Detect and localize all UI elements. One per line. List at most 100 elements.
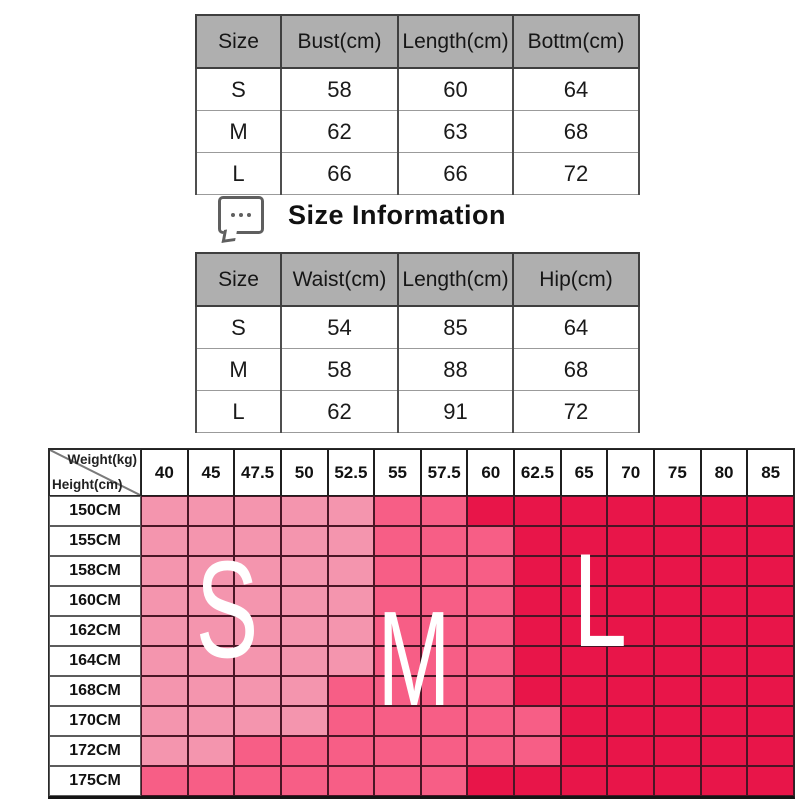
weight-tick: 80 [700,449,748,496]
weight-tick: 60 [467,449,515,496]
size-zone-cell-l [607,496,655,526]
size-zone-cell-m [420,676,468,706]
size-zone-cell-s [234,586,281,616]
weight-tick: 47.5 [234,449,281,496]
size-zone-cell-l [514,646,561,676]
size-zone-cell-s [280,526,328,556]
size-label: L [195,390,282,433]
size-zone-cell-s [280,646,328,676]
size-zone-cell-s [280,616,328,646]
size-zone-cell-s [187,616,235,646]
weight-tick: 55 [374,449,421,496]
table-row: L 66 66 72 [195,152,640,195]
measurement-value: 64 [512,68,640,111]
size-zone-cell-l [607,646,655,676]
size-zone-cell-m [467,616,515,646]
size-zone-cell-s [234,496,281,526]
size-zone-letter-m: M [377,583,451,734]
size-zone-cell-m [420,526,468,556]
table-row: M 62 63 68 [195,110,640,153]
measurement-value: 64 [512,306,640,349]
weight-tick: 62.5 [514,449,561,496]
size-zone-cell-s [141,556,188,586]
size-zone-cell-m [327,766,375,796]
size-zone-cell-l [700,646,748,676]
size-zone-cell-m [467,736,515,766]
size-zone-cell-l [560,736,608,766]
ellipsis-dots-icon [231,213,235,217]
size-zone-cell-m [374,766,421,796]
size-zone-cell-l [560,616,608,646]
size-zone-cell-l [514,496,561,526]
size-zone-cell-s [187,646,235,676]
height-tick: 155CM [49,526,141,556]
size-zone-cell-l [654,586,701,616]
size-zone-cell-s [141,706,188,736]
size-zone-cell-l [700,556,748,586]
size-zone-cell-l [514,616,561,646]
size-zone-cell-m [234,766,281,796]
size-zone-cell-l [654,616,701,646]
size-zone-cell-s [280,496,328,526]
size-zone-cell-l [607,676,655,706]
weight-tick: 57.5 [420,449,468,496]
size-zone-cell-l [607,706,655,736]
size-zone-cell-l [607,526,655,556]
size-zone-cell-l [700,526,748,556]
size-zone-cell-s [280,676,328,706]
size-zone-letter-l: L [573,527,627,675]
size-zone-cell-l [747,766,794,796]
size-zone-cell-l [654,526,701,556]
column-header: Bottm(cm) [512,14,640,69]
size-zone-cell-m [374,676,421,706]
height-tick: 158CM [49,556,141,586]
size-information-heading: Size Information [218,192,506,238]
chart-corner-cell: Weight(kg) Height(cm) [49,449,141,496]
size-zone-cell-m [420,646,468,676]
weight-axis-label: Weight(kg) [67,452,138,467]
size-zone-cell-s [234,676,281,706]
size-zone-cell-s [280,706,328,736]
measurement-value: 63 [397,110,514,153]
measurement-value: 68 [512,348,640,391]
size-zone-cell-l [700,616,748,646]
size-zone-cell-l [514,556,561,586]
size-zone-cell-l [700,676,748,706]
size-zone-cell-m [327,676,375,706]
size-zone-cell-l [560,706,608,736]
size-zone-cell-m [234,736,281,766]
measurement-value: 91 [397,390,514,433]
size-zone-cell-m [374,556,421,586]
size-zone-cell-s [327,646,375,676]
size-zone-cell-l [607,616,655,646]
measurement-value: 68 [512,110,640,153]
size-zone-cell-s [141,616,188,646]
size-zone-cell-l [560,556,608,586]
size-zone-cell-l [747,586,794,616]
size-zone-cell-s [187,706,235,736]
size-label: S [195,68,282,111]
size-zone-cell-s [187,526,235,556]
column-header: Hip(cm) [512,252,640,307]
size-zone-cell-l [654,646,701,676]
measurement-value: 62 [280,110,399,153]
size-zone-cell-l [560,676,608,706]
size-zone-cell-l [747,496,794,526]
size-zone-cell-s [141,676,188,706]
column-header: Size [195,252,282,307]
weight-tick: 70 [607,449,655,496]
size-zone-cell-s [187,496,235,526]
size-zone-cell-s [141,586,188,616]
size-zone-cell-s [141,526,188,556]
size-zone-cell-m [374,526,421,556]
height-tick: 160CM [49,586,141,616]
size-zone-cell-m [374,496,421,526]
size-zone-cell-s [327,556,375,586]
size-zone-cell-s [234,646,281,676]
size-zone-cell-l [654,496,701,526]
measurement-value: 88 [397,348,514,391]
size-zone-cell-l [607,556,655,586]
size-zone-cell-l [700,706,748,736]
size-zone-cell-m [420,736,468,766]
